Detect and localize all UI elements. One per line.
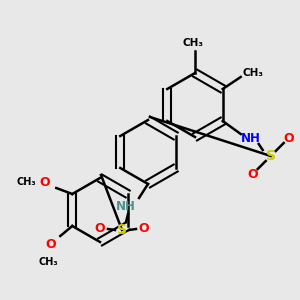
Text: S: S <box>117 223 127 237</box>
Text: CH₃: CH₃ <box>182 38 203 48</box>
Text: O: O <box>284 131 294 145</box>
Text: CH₃: CH₃ <box>16 177 36 187</box>
Text: NH: NH <box>241 131 261 145</box>
Text: O: O <box>39 176 50 188</box>
Text: CH₃: CH₃ <box>242 68 263 78</box>
Text: NH: NH <box>116 200 136 212</box>
Text: O: O <box>95 221 105 235</box>
Text: O: O <box>248 167 258 181</box>
Text: O: O <box>139 221 149 235</box>
Text: O: O <box>45 238 56 250</box>
Text: S: S <box>266 149 276 163</box>
Text: CH₃: CH₃ <box>38 257 58 267</box>
